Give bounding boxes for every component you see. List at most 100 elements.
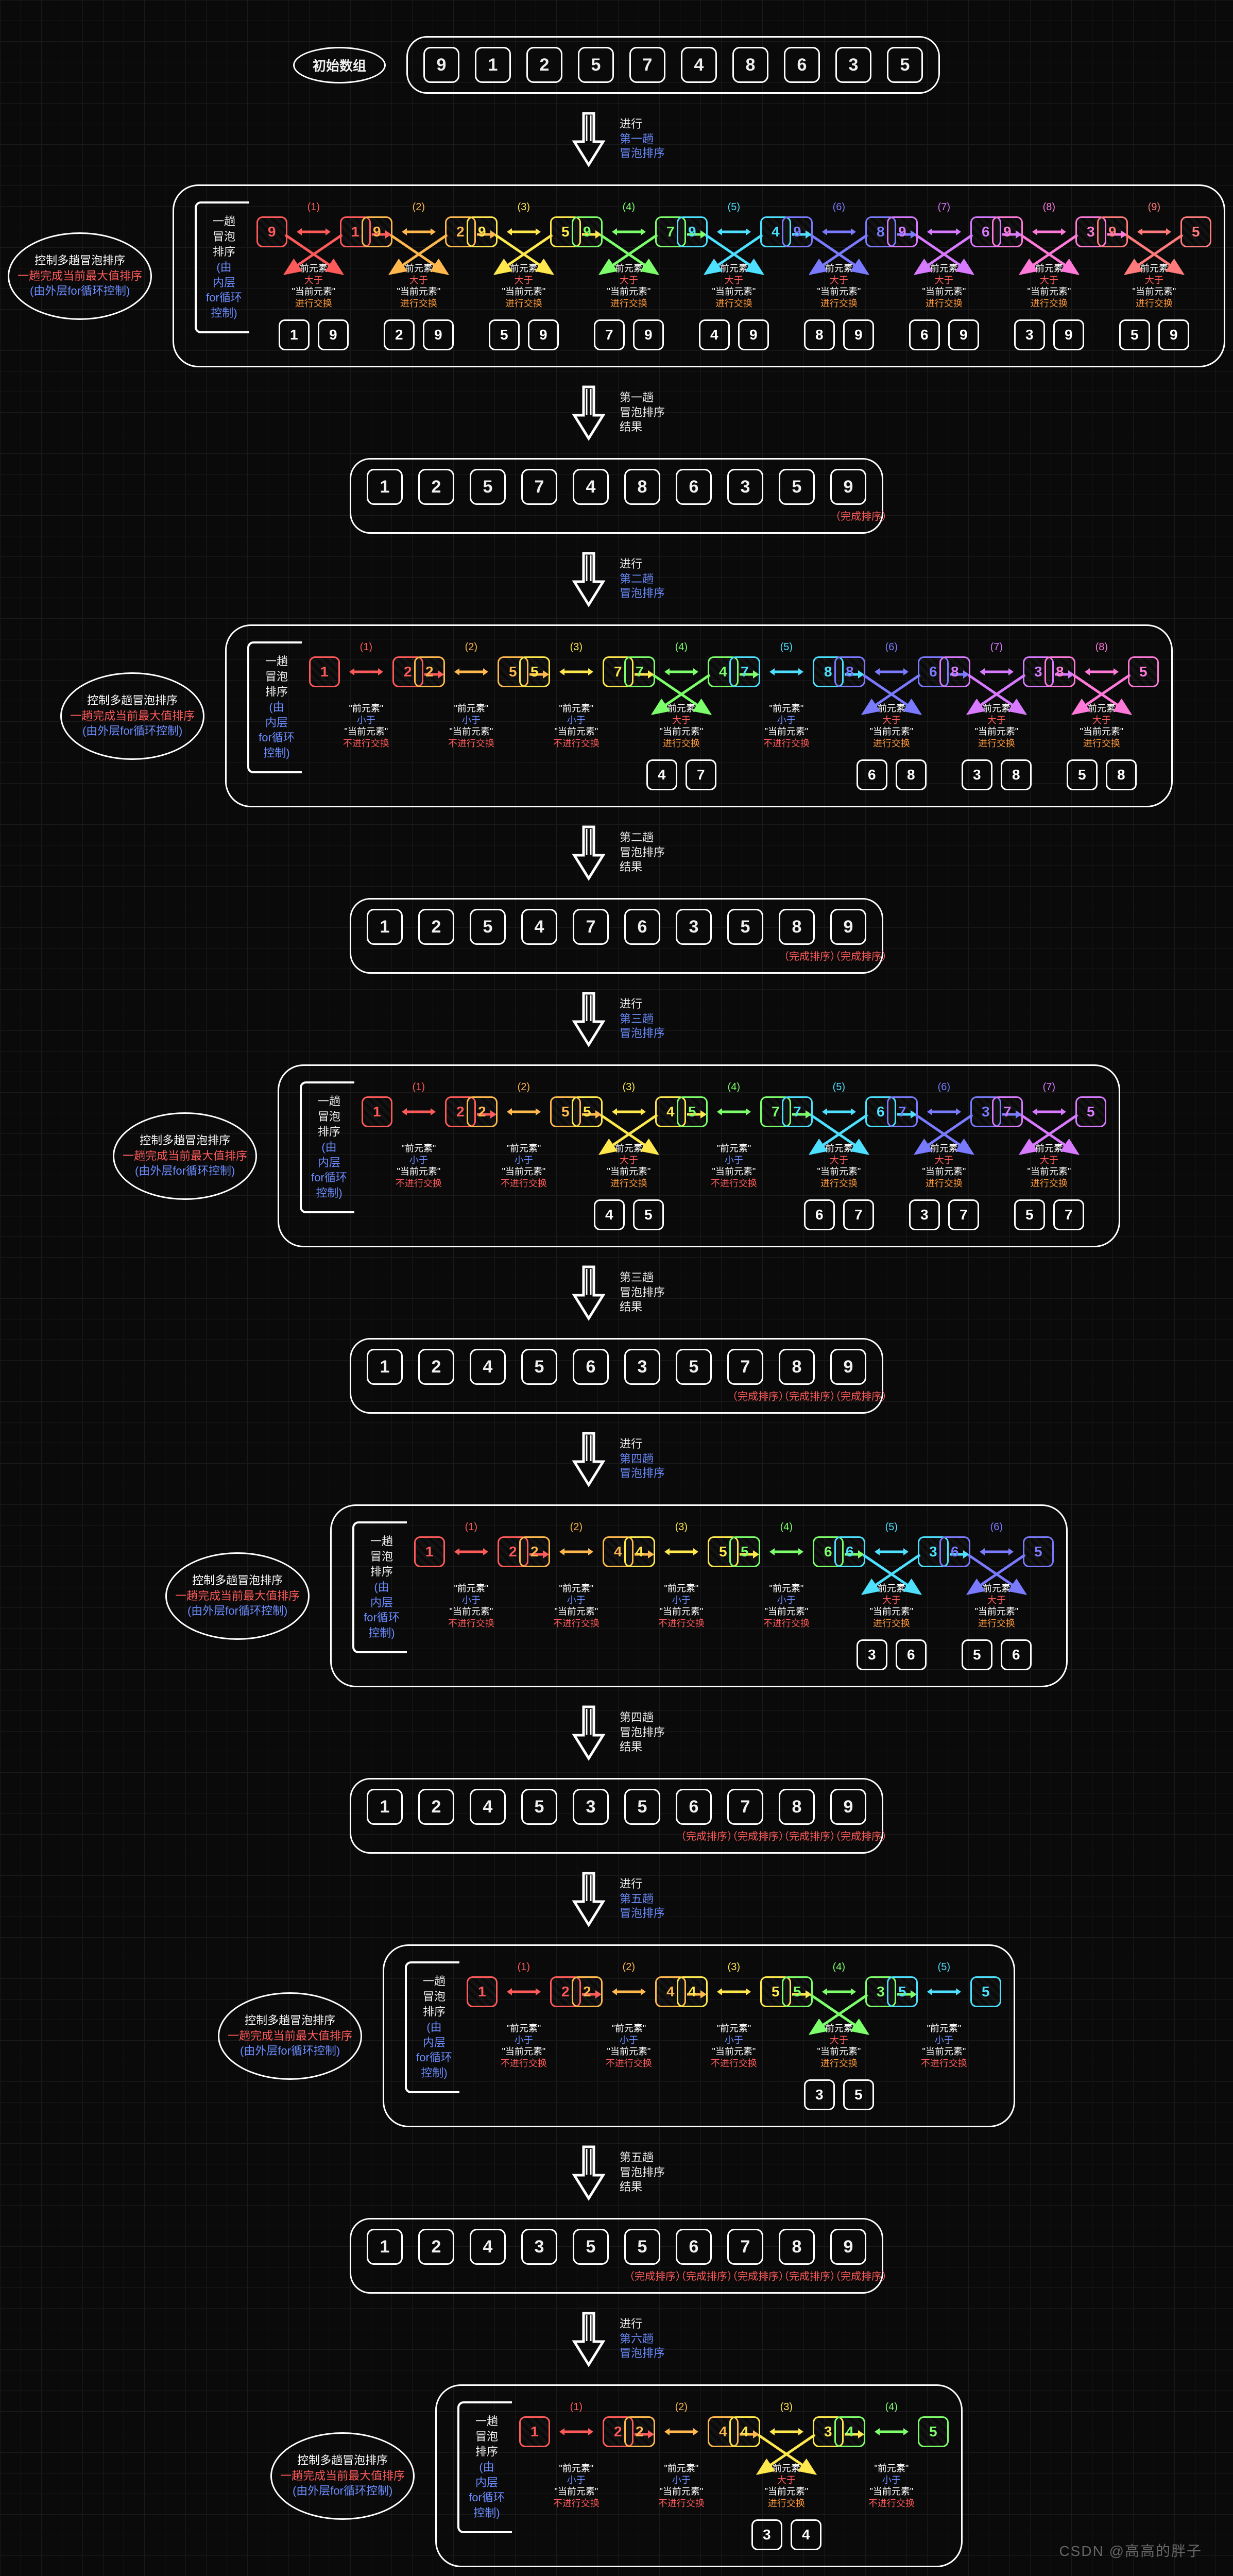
swap-cell: 9 (843, 319, 874, 350)
comparison: (5) 5 5 "前元素" 小于 "当前元素" 不进行交换 (895, 1961, 993, 2069)
double-arrow-icon (611, 1984, 647, 1999)
comparison-pair: 9 6 (887, 216, 1001, 247)
array-cell: 7 (629, 47, 665, 83)
arrow-down-icon (568, 2142, 609, 2204)
arrow-label: 进行第六趟冒泡排序 (620, 2317, 665, 2361)
comparison: (4) 4 5 "前元素" 小于 "当前元素" 不进行交换 (843, 2401, 940, 2509)
comparison-desc: "前元素" 小于 "当前元素" 不进行交换 (396, 1143, 442, 1189)
comparison: (2) 2 5 "前元素" 小于 "当前元素" 不进行交换 (422, 641, 520, 749)
swap-cell: 8 (896, 759, 927, 790)
arrow-down: 第四趟 冒泡排序 结果 (568, 1692, 665, 1773)
swap-result: 5 7 (1014, 1199, 1084, 1230)
comparison: (4) 5 3 "前元素" 大于 "当前元素" 进行交换 3 5 (790, 1961, 888, 2110)
done-tags: （完成排序）（完成排序）（完成排序）（完成排序）（完成排序）（完成排序）（完成排… (367, 1388, 866, 1403)
comparison-pair: 1 2 (414, 1536, 528, 1567)
comparison: (2) 2 4 "前元素" 小于 "当前元素" 不进行交换 (527, 1521, 625, 1629)
swap-cell: 1 (279, 319, 310, 350)
arrow-label: 进行第四趟冒泡排序 (620, 1437, 665, 1481)
comparison-desc: "前元素" 大于 "当前元素" 进行交换 (1132, 263, 1176, 309)
arrow-label: 进行第一趟冒泡排序 (620, 117, 665, 161)
arrow-down-icon (568, 1702, 609, 1764)
inner-loop-bracket: 一趟冒泡排序 (由内层 for循环控制) (352, 1521, 407, 1653)
comparison: (1) 1 2 "前元素" 小于 "当前元素" 不进行交换 (370, 1081, 468, 1189)
comparison-desc: "前元素" 大于 "当前元素" 进行交换 (817, 1143, 861, 1189)
comparison-pair: 6 5 (939, 1536, 1054, 1567)
comparison-desc: "前元素" 大于 "当前元素" 进行交换 (922, 1143, 966, 1189)
prev-cell: 7 (729, 656, 760, 687)
arrow-down-icon (568, 1868, 609, 1930)
comparison-pair: 4 3 (729, 2416, 844, 2447)
swap-cell: 9 (1158, 319, 1189, 350)
done-tag: （完成排序） (727, 1388, 763, 1403)
comparison-index: (5) (728, 201, 740, 213)
prev-cell: 7 (992, 1096, 1023, 1127)
comparison-pair: 9 4 (677, 216, 791, 247)
done-tag: （完成排序） (779, 948, 815, 963)
arrow-down: 第二趟 冒泡排序 结果 (568, 812, 665, 893)
swap-cell: 3 (804, 2079, 835, 2110)
comparison-index: (6) (990, 1521, 1003, 1533)
comparison-index: (1) (360, 641, 372, 653)
swap-result: 5 9 (489, 319, 559, 350)
comparison: (3) 4 5 "前元素" 小于 "当前元素" 不进行交换 (685, 1961, 783, 2069)
comparisons: (1) 1 2 "前元素" 小于 "当前元素" 不进行交换 (2) 2 4 (527, 2401, 940, 2550)
comparison-index: (3) (570, 641, 583, 653)
prev-cell: 6 (834, 1536, 865, 1567)
array-cell: 5 (624, 1789, 660, 1825)
swap-result: 5 9 (1119, 319, 1189, 350)
swap-cell: 7 (1053, 1199, 1084, 1230)
array-cell: 5 (624, 2229, 660, 2265)
arrow-down-icon (568, 988, 609, 1050)
array-cell: 1 (367, 1349, 403, 1385)
arrow-down-icon (568, 548, 609, 610)
swap-cell: 8 (804, 319, 835, 350)
comparison-desc: "前元素" 小于 "当前元素" 不进行交换 (658, 1583, 705, 1629)
prev-cell: 9 (992, 216, 1023, 247)
arrow-down: 第三趟 冒泡排序 结果 (568, 1252, 665, 1333)
swap-result: 4 9 (699, 319, 769, 350)
array-cell: 8 (732, 47, 768, 83)
comparison: (7) 9 6 "前元素" 大于 "当前元素" 进行交换 6 9 (895, 201, 993, 350)
comparison-desc: "前元素" 小于 "当前元素" 不进行交换 (553, 703, 600, 749)
swap-cell: 5 (1067, 759, 1098, 790)
swap-cell: 5 (962, 1639, 992, 1670)
double-arrow-icon (926, 1984, 962, 1999)
prev-cell: 4 (624, 1536, 655, 1567)
comparison: (4) 9 7 "前元素" 大于 "当前元素" 进行交换 7 9 (580, 201, 678, 350)
comparison-desc: "前元素" 大于 "当前元素" 进行交换 (502, 263, 545, 309)
array-cell: 7 (727, 2229, 763, 2265)
comparison-pair: 5 4 (572, 1096, 686, 1127)
comparison: (7) 8 3 "前元素" 大于 "当前元素" 进行交换 3 8 (948, 641, 1046, 790)
comparison-index: (2) (465, 641, 477, 653)
comparison-pair: 9 5 (467, 216, 581, 247)
done-tag: （完成排序） (830, 948, 866, 963)
comparison: (3) 5 7 "前元素" 小于 "当前元素" 不进行交换 (527, 641, 625, 749)
arrow-label: 第二趟 冒泡排序 结果 (620, 831, 665, 875)
swap-cell: 9 (528, 319, 559, 350)
arrow-down-icon (568, 2308, 609, 2370)
double-arrow-icon (611, 224, 647, 240)
comparisons: (1) 1 2 "前元素" 小于 "当前元素" 不进行交换 (2) 2 5 (317, 641, 1151, 790)
double-arrow-icon (716, 224, 752, 240)
double-arrow-icon (768, 1544, 804, 1560)
inner-loop-bracket: 一趟冒泡排序 (由内层 for循环控制) (247, 641, 302, 773)
comparison-desc: "前元素" 小于 "当前元素" 不进行交换 (711, 2023, 757, 2069)
outer-loop-oval: 控制多趟冒泡排序 一趟完成当前最大值排序 (由外层for循环控制) (218, 1992, 362, 2080)
comparison-pair: 9 7 (572, 216, 686, 247)
array-cell: 4 (521, 909, 557, 945)
array-cell: 5 (521, 1349, 557, 1385)
double-arrow-icon (979, 1544, 1015, 1560)
comparison-desc: "前元素" 大于 "当前元素" 进行交换 (712, 263, 756, 309)
array-cell: 4 (573, 469, 609, 505)
swap-cell: 8 (1001, 759, 1032, 790)
prev-cell: 2 (572, 1976, 603, 2007)
array-cell: 9 (830, 2229, 866, 2265)
arrow-down: 进行第六趟冒泡排序 (568, 2299, 665, 2379)
double-arrow-icon (821, 1104, 857, 1120)
pass-panel: 一趟冒泡排序 (由内层 for循环控制) (1) 1 2 "前元素" 小于 "当… (330, 1504, 1068, 1687)
prev-cell: 1 (414, 1536, 445, 1567)
comparison-pair: 5 7 (677, 1096, 791, 1127)
array-cell: 2 (418, 469, 454, 505)
swap-cell: 5 (489, 319, 520, 350)
comparison: (3) 9 5 "前元素" 大于 "当前元素" 进行交换 5 9 (475, 201, 573, 350)
